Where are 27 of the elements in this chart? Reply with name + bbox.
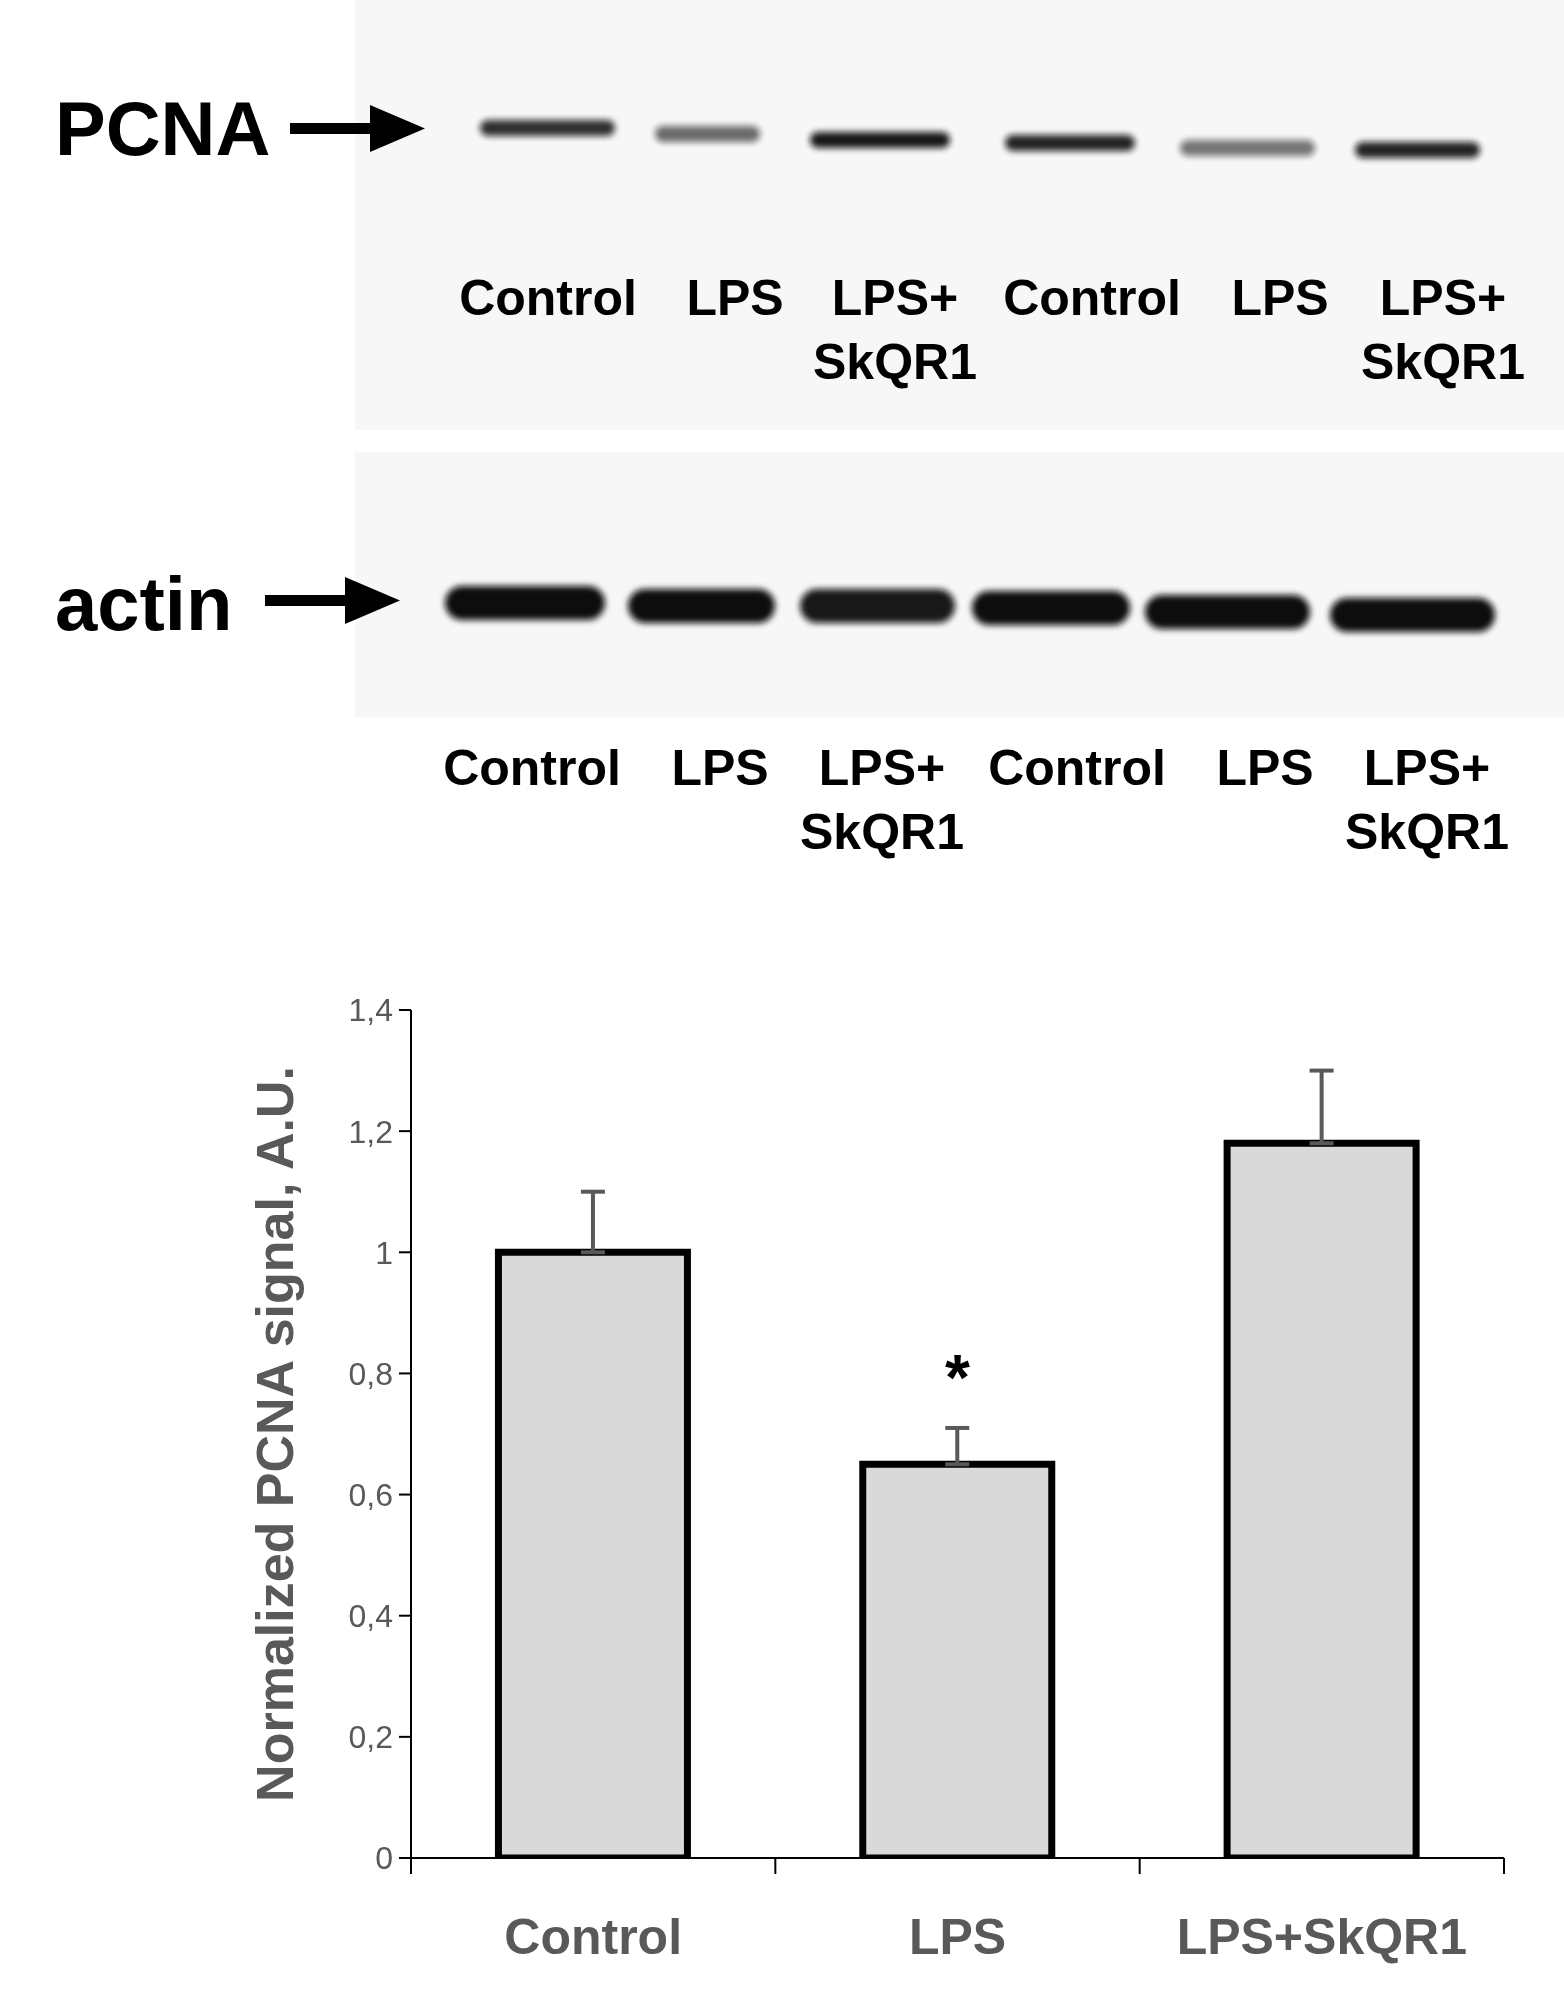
text: LPS bbox=[1216, 740, 1314, 796]
text: Control bbox=[987, 739, 1167, 798]
text: PCNA bbox=[55, 86, 271, 171]
text: LPS bbox=[671, 740, 769, 796]
text: Control bbox=[1002, 269, 1182, 328]
y-tick-label: 1,4 bbox=[348, 992, 393, 1029]
text: LPS+ SkQR1 bbox=[1360, 269, 1526, 392]
text: LPS bbox=[686, 270, 784, 326]
annotation: * bbox=[944, 1341, 971, 1414]
y-tick-label: 0,2 bbox=[348, 1719, 393, 1756]
x-tick-label: LPS+SkQR1 bbox=[1176, 1908, 1468, 1965]
text: Control bbox=[442, 739, 622, 798]
text: actin bbox=[55, 561, 233, 646]
x-tick-label: Control bbox=[504, 1908, 683, 1965]
x-tick-label: LPS bbox=[908, 1908, 1007, 1965]
y-axis-title: Normalized PCNA signal, A.U. bbox=[246, 1066, 305, 1802]
y-tick-label: 0 bbox=[375, 1840, 393, 1877]
text: Control bbox=[458, 269, 638, 328]
y-tick-label: 1 bbox=[375, 1234, 393, 1271]
y-tick-label: 0,8 bbox=[348, 1355, 393, 1392]
y-tick-label: 1,2 bbox=[348, 1113, 393, 1150]
y-tick-label: 0,6 bbox=[348, 1476, 393, 1513]
y-tick-label: 0,4 bbox=[348, 1598, 393, 1635]
text: LPS+ SkQR1 bbox=[1344, 739, 1510, 862]
text: LPS+ SkQR1 bbox=[800, 740, 964, 860]
text: LPS bbox=[1231, 270, 1329, 326]
text: LPS+ SkQR1 bbox=[813, 270, 977, 390]
